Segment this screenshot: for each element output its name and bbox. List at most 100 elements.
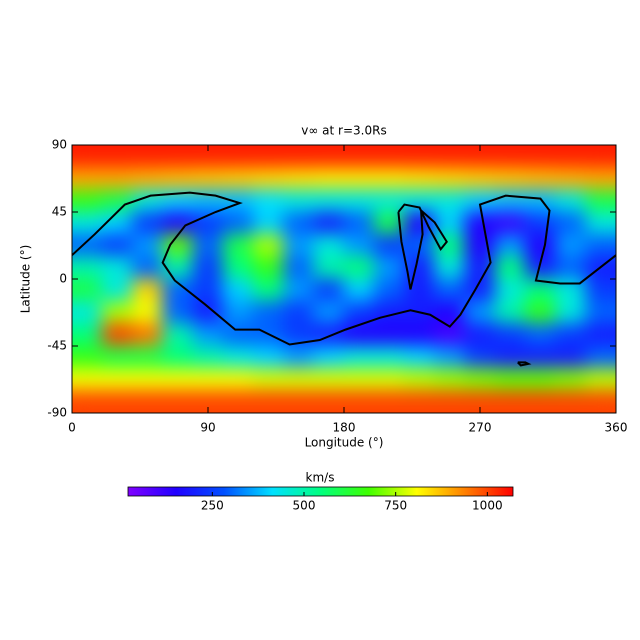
heatmap-cell [101,323,133,347]
y-tick-label: -90 [47,406,67,420]
heatmap-cell [192,345,224,369]
heatmap-cell [494,166,526,191]
chart-title: v∞ at r=3.0Rs [301,124,386,138]
heatmap-cell [343,367,375,392]
heatmap-cell [162,367,194,392]
heatmap-cell [464,323,496,347]
heatmap-cell [585,323,616,347]
heatmap-cell [373,145,405,168]
heatmap-cell [252,189,285,213]
heatmap-cell [464,367,496,392]
heatmap-cell [585,390,616,413]
heatmap-cell [313,166,345,191]
heatmap-cell [222,189,254,213]
heatmap-cell [72,323,103,347]
x-tick-label: 360 [605,421,628,435]
heatmap-cell [464,390,496,413]
heatmap-cell [252,278,285,302]
heatmap-cell [524,256,557,280]
heatmap-cell [252,367,285,392]
heatmap-cell [555,390,587,413]
heatmap-cell [494,278,526,302]
y-tick-label: 0 [59,272,67,286]
heatmap-cell [101,345,133,369]
heatmap-cell [343,323,375,347]
heatmap-cell [494,367,526,392]
heatmap-cell [101,256,133,280]
heatmap-cell [252,233,285,258]
heatmap-cell [313,390,345,413]
heatmap-cell [283,278,315,302]
heatmap-cell [313,278,345,302]
heatmap-cell [192,300,224,325]
heatmap-cell [494,300,526,325]
heatmap-cell [434,166,466,191]
heatmap-cell [555,166,587,191]
heatmap-cell [252,300,285,325]
heatmap-cell [131,211,164,235]
heatmap-cell [373,256,405,280]
heatmap-cell [72,300,103,325]
heatmap-cell [222,345,254,369]
heatmap-cell [494,256,526,280]
neutral-line [517,361,532,367]
heatmap-cell [101,367,133,392]
heatmap-cell [313,300,345,325]
heatmap-cell [434,211,466,235]
heatmap-cell [252,345,285,369]
heatmap-cell [162,300,194,325]
heatmap-cell [524,211,557,235]
heatmap-cell [162,278,194,302]
heatmap-cell [162,166,194,191]
heatmap-cell [222,233,254,258]
heatmap-cell [313,345,345,369]
heatmap-cell [283,367,315,392]
heatmap-cell [283,300,315,325]
x-tick-label: 0 [68,421,76,435]
heatmap-cell [434,345,466,369]
heatmap-cell [101,211,133,235]
heatmap-cell [72,367,103,392]
heatmap-cell [555,367,587,392]
heatmap-cell [72,390,103,413]
heatmap-cell [192,166,224,191]
x-tick-label: 90 [200,421,215,435]
heatmap-cell [434,189,466,213]
heatmap-cell [252,390,285,413]
heatmap-cell [283,166,315,191]
heatmap-cell [524,233,557,258]
heatmap-cell [403,390,436,413]
heatmap-cell [343,345,375,369]
heatmap-cell [524,300,557,325]
heatmap-cell [524,278,557,302]
heatmap-cell [343,390,375,413]
heatmap-cell [373,390,405,413]
heatmap-cell [162,345,194,369]
heatmap-cell [434,145,466,168]
y-tick-label: 90 [52,138,67,152]
heatmap-cell [464,345,496,369]
heatmap-cell [464,189,496,213]
heatmap-cell [494,323,526,347]
heatmap-cell [192,367,224,392]
heatmap-cell [222,145,254,168]
y-tick-label: -45 [47,339,67,353]
heatmap-cell [283,145,315,168]
heatmap-cell [222,278,254,302]
heatmap-cell [72,233,103,258]
heatmap-cell [222,211,254,235]
heatmap-cell [131,145,164,168]
heatmap-cell [343,233,375,258]
heatmap-cell [373,278,405,302]
heatmap-cell [343,300,375,325]
heatmap-cell [72,166,103,191]
heatmap-cell [252,145,285,168]
heatmap-cell [373,211,405,235]
colorbar-label: km/s [306,471,335,485]
neutral-line [397,203,448,290]
heatmap-cell [283,233,315,258]
heatmap-cell [101,278,133,302]
heatmap-cell [131,233,164,258]
heatmap-cell [494,211,526,235]
